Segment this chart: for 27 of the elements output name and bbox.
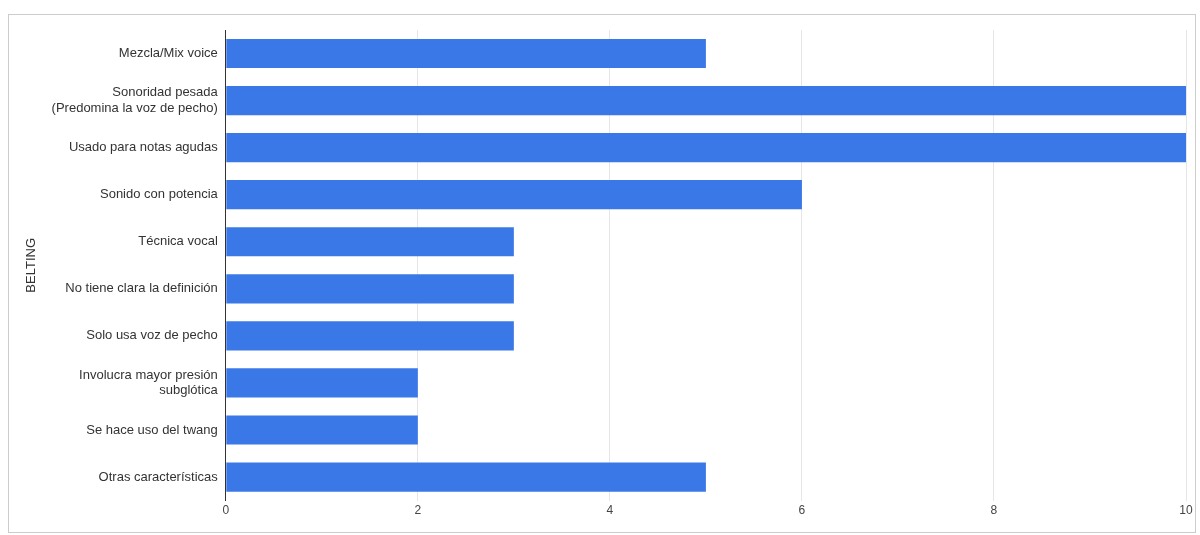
y-tick-label: Se hace uso del twang bbox=[86, 421, 218, 437]
y-tick-label: Técnica vocal bbox=[138, 233, 218, 249]
x-tick-label: 6 bbox=[798, 503, 806, 518]
bar bbox=[226, 38, 706, 69]
bar bbox=[226, 180, 802, 210]
bar bbox=[226, 133, 1186, 163]
x-tick-label: 10 bbox=[1179, 503, 1193, 518]
bar bbox=[226, 274, 514, 304]
bar bbox=[226, 415, 418, 445]
bar bbox=[226, 86, 1186, 116]
y-axis-title: BELTING bbox=[23, 237, 39, 293]
bar bbox=[226, 462, 706, 492]
y-tick-label: No tiene clara la definición bbox=[65, 280, 218, 296]
y-tick-label: Involucra mayor presión subglótica bbox=[79, 366, 219, 398]
bar bbox=[226, 368, 418, 398]
y-tick-label: Sonoridad pesada (Predomina la voz de pecho) bbox=[51, 84, 219, 115]
x-tick-label: 2 bbox=[414, 503, 422, 518]
y-tick-label: Mezcla/Mix voice bbox=[118, 45, 218, 61]
y-tick-label: Otras características bbox=[98, 468, 219, 484]
y-tick-label: Sonido con potencia bbox=[99, 186, 219, 202]
x-tick-label: 8 bbox=[990, 503, 998, 518]
bar bbox=[226, 321, 514, 351]
y-tick-label: Solo usa voz de pecho bbox=[86, 327, 218, 343]
y-tick-label: Usado para notas agudas bbox=[68, 139, 219, 155]
x-tick-label: 0 bbox=[222, 503, 230, 518]
x-tick-label: 4 bbox=[606, 503, 614, 518]
bar bbox=[226, 227, 514, 257]
